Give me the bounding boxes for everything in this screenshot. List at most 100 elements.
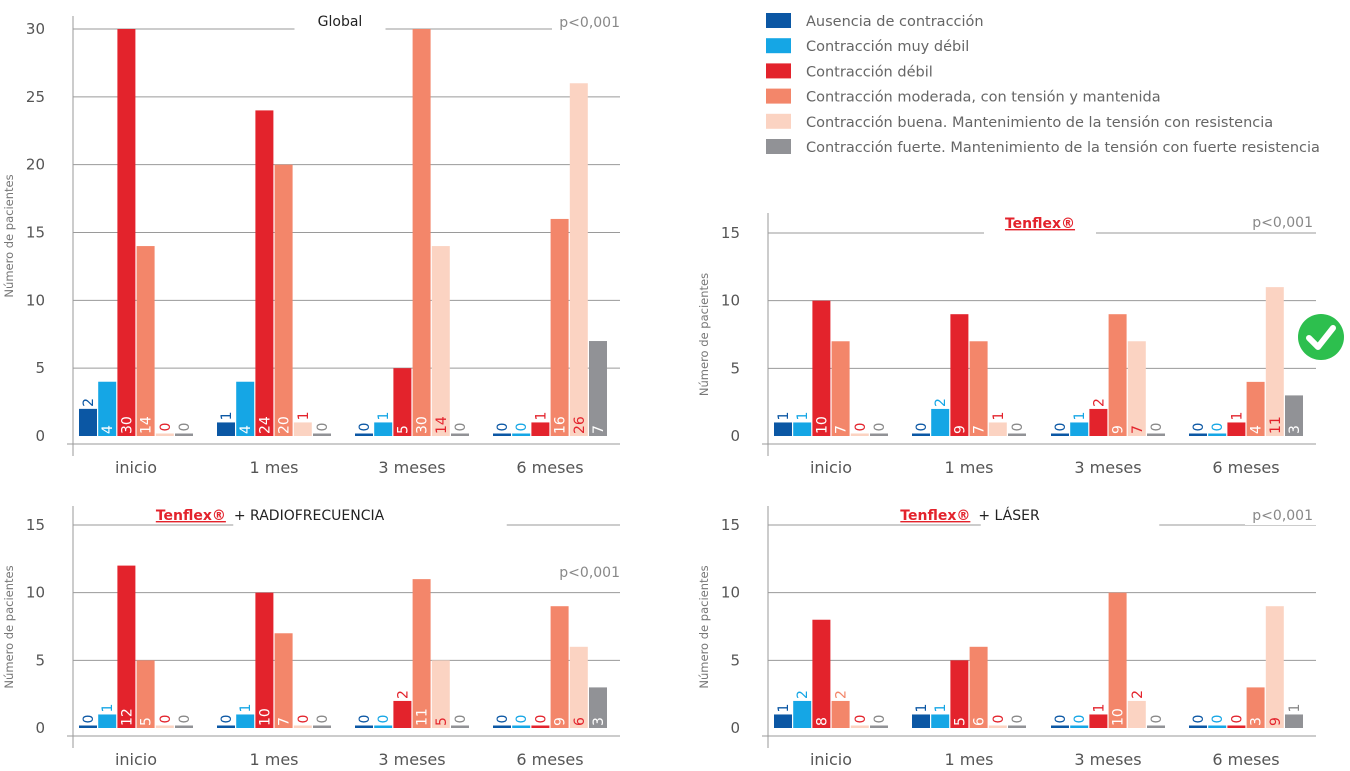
bar — [79, 725, 97, 728]
data-label: 0 — [315, 423, 331, 432]
bar — [531, 422, 550, 436]
data-label: 0 — [1149, 715, 1165, 724]
bar — [988, 725, 1007, 728]
bar — [812, 619, 831, 728]
data-label: 16 — [553, 416, 569, 434]
legend-label: Contracción débil — [806, 64, 933, 80]
legend-label: Contracción muy débil — [806, 39, 969, 55]
bar — [531, 725, 550, 728]
data-label: 5 — [139, 717, 155, 726]
bar — [969, 646, 988, 728]
x-tick-label: 1 mes — [249, 458, 298, 477]
data-label: 0 — [853, 423, 869, 432]
legend-label: Contracción fuerte. Mantenimiento de la … — [806, 140, 1320, 156]
bar — [393, 700, 412, 728]
data-label: 7 — [591, 425, 607, 434]
brand-name: Tenflex® — [1005, 216, 1075, 232]
bar — [569, 646, 588, 728]
data-label: 5 — [952, 717, 968, 726]
bar — [1108, 592, 1127, 728]
data-label: 0 — [1210, 423, 1226, 432]
p-value: p<0,001 — [1252, 508, 1313, 524]
x-tick-label: 3 meses — [378, 750, 445, 767]
bar — [870, 433, 888, 436]
x-tick-label: 1 mes — [249, 750, 298, 767]
legend-swatch — [766, 13, 791, 28]
bar — [569, 83, 588, 437]
y-tick-label: 10 — [721, 292, 740, 310]
check-circle-icon — [1298, 314, 1344, 360]
bar — [155, 433, 174, 436]
legend-swatch — [766, 113, 791, 129]
data-label: 6 — [972, 717, 988, 726]
bar — [950, 314, 969, 436]
bar — [451, 725, 469, 728]
bar — [1246, 687, 1265, 728]
bar — [355, 433, 373, 436]
data-label: 0 — [872, 715, 888, 724]
bar — [1051, 725, 1069, 728]
bar — [175, 433, 193, 436]
p-value: p<0,001 — [1252, 215, 1313, 231]
bar — [493, 725, 511, 728]
data-label: 1 — [219, 412, 235, 421]
x-tick-label: inicio — [810, 458, 852, 477]
legend-swatch — [766, 38, 791, 54]
bar — [493, 433, 511, 436]
data-label: 1 — [795, 412, 811, 421]
data-label: 0 — [81, 715, 97, 724]
data-label: 1 — [376, 412, 392, 421]
y-tick-label: 10 — [26, 291, 45, 309]
data-label: 0 — [1053, 423, 1069, 432]
y-axis-label: Número de pacientes — [697, 273, 711, 396]
y-tick-label: 30 — [26, 20, 45, 38]
data-label: 9 — [952, 425, 968, 434]
bar — [313, 433, 331, 436]
bar — [870, 725, 888, 728]
bar — [136, 246, 155, 436]
bar — [1208, 725, 1227, 728]
data-label: 0 — [872, 423, 888, 432]
bar — [255, 110, 274, 437]
bar — [1008, 725, 1026, 728]
data-label: 1 — [1229, 412, 1245, 421]
bar — [1051, 433, 1069, 436]
bar — [1246, 381, 1265, 436]
y-tick-label: 0 — [35, 427, 45, 445]
legend-label: Ausencia de contracción — [806, 14, 984, 30]
bar — [98, 381, 117, 436]
data-label: 1 — [914, 704, 930, 713]
y-tick-label: 10 — [721, 584, 740, 602]
chart-title: Tenflex® + RADIOFRECUENCIA — [156, 508, 385, 524]
data-label: 1 — [1287, 704, 1303, 713]
data-label: 0 — [991, 715, 1007, 724]
y-tick-label: 20 — [26, 156, 45, 174]
x-tick-label: 6 meses — [516, 458, 583, 477]
title-bg — [294, 12, 386, 32]
legend-item: Ausencia de contracción — [766, 13, 984, 30]
pvalue-bg — [1245, 212, 1317, 232]
pvalue-bg — [1245, 505, 1317, 525]
x-tick-label: 3 meses — [378, 458, 445, 477]
data-label: 0 — [296, 715, 312, 724]
title-bg — [984, 214, 1096, 234]
bar — [931, 714, 950, 728]
y-tick-label: 0 — [730, 719, 740, 737]
bar — [431, 660, 450, 728]
data-label: 3 — [1249, 717, 1265, 726]
bar — [98, 714, 117, 728]
legend-item: Contracción fuerte. Mantenimiento de la … — [766, 139, 1320, 156]
check-mark — [1306, 325, 1336, 350]
data-label: 0 — [1010, 715, 1026, 724]
data-label: 4 — [100, 425, 116, 434]
legend: Ausencia de contracción Contracción muy d… — [766, 13, 1320, 156]
data-label: 14 — [139, 416, 155, 434]
bar — [512, 433, 531, 436]
bar — [850, 725, 869, 728]
data-label: 0 — [495, 715, 511, 724]
data-label: 1 — [1072, 412, 1088, 421]
data-label: 2 — [1130, 690, 1146, 699]
bar — [236, 381, 255, 436]
y-tick-label: 15 — [26, 224, 45, 242]
